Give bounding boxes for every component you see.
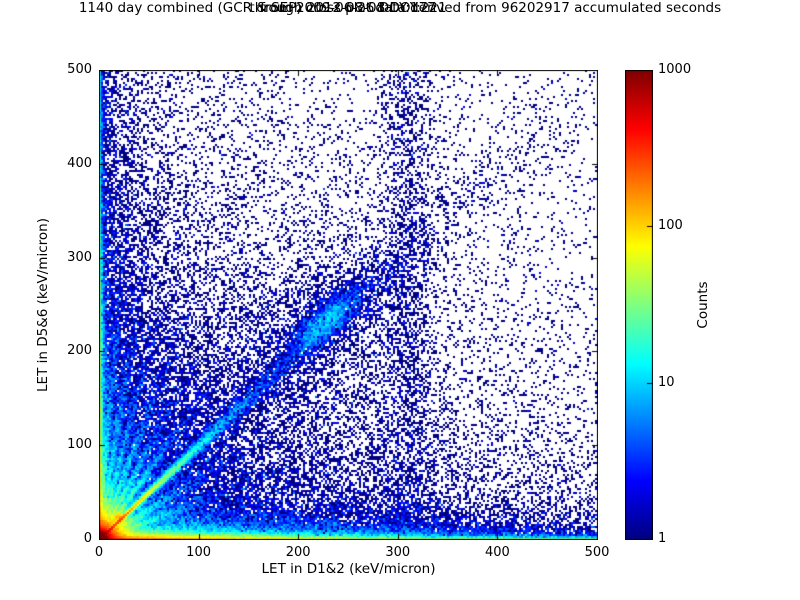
colorbar-tick-label: 1000	[658, 62, 692, 77]
colorbar-canvas	[625, 70, 653, 540]
figure-subtitle-from: from 2009-06-26 DOY:177	[260, 0, 436, 16]
y-tick-label: 100	[67, 437, 92, 453]
figure-title: 1140 day combined (GCR & SEP) cross plot…	[78, 0, 722, 16]
x-tick-label: 0	[94, 545, 104, 560]
x-tick-label: 100	[186, 545, 211, 560]
colorbar-tick-label: 1	[658, 531, 667, 546]
colorbar-label: Counts	[695, 281, 711, 329]
y-tick-label: 200	[67, 343, 92, 359]
y-axis-label: LET in D5&6 (keV/micron)	[35, 218, 51, 392]
y-tick-label: 0	[83, 531, 92, 546]
y-tick-label: 400	[67, 155, 92, 171]
colorbar-tick-label: 10	[658, 374, 675, 390]
x-tick-label: 500	[584, 545, 610, 560]
x-axis-label: LET in D1&2 (keV/micron)	[261, 561, 436, 577]
crossplot-heatmap-canvas	[99, 70, 598, 540]
x-tick-label: 300	[385, 545, 411, 560]
x-tick-label: 400	[484, 545, 510, 560]
colorbar-tick-label: 100	[658, 218, 683, 234]
y-tick-label: 300	[67, 249, 92, 265]
figure-subtitle-through: through 2012-08-08 DOY:221	[249, 0, 447, 16]
x-tick-label: 200	[285, 545, 311, 560]
y-tick-label: 500	[67, 62, 92, 77]
